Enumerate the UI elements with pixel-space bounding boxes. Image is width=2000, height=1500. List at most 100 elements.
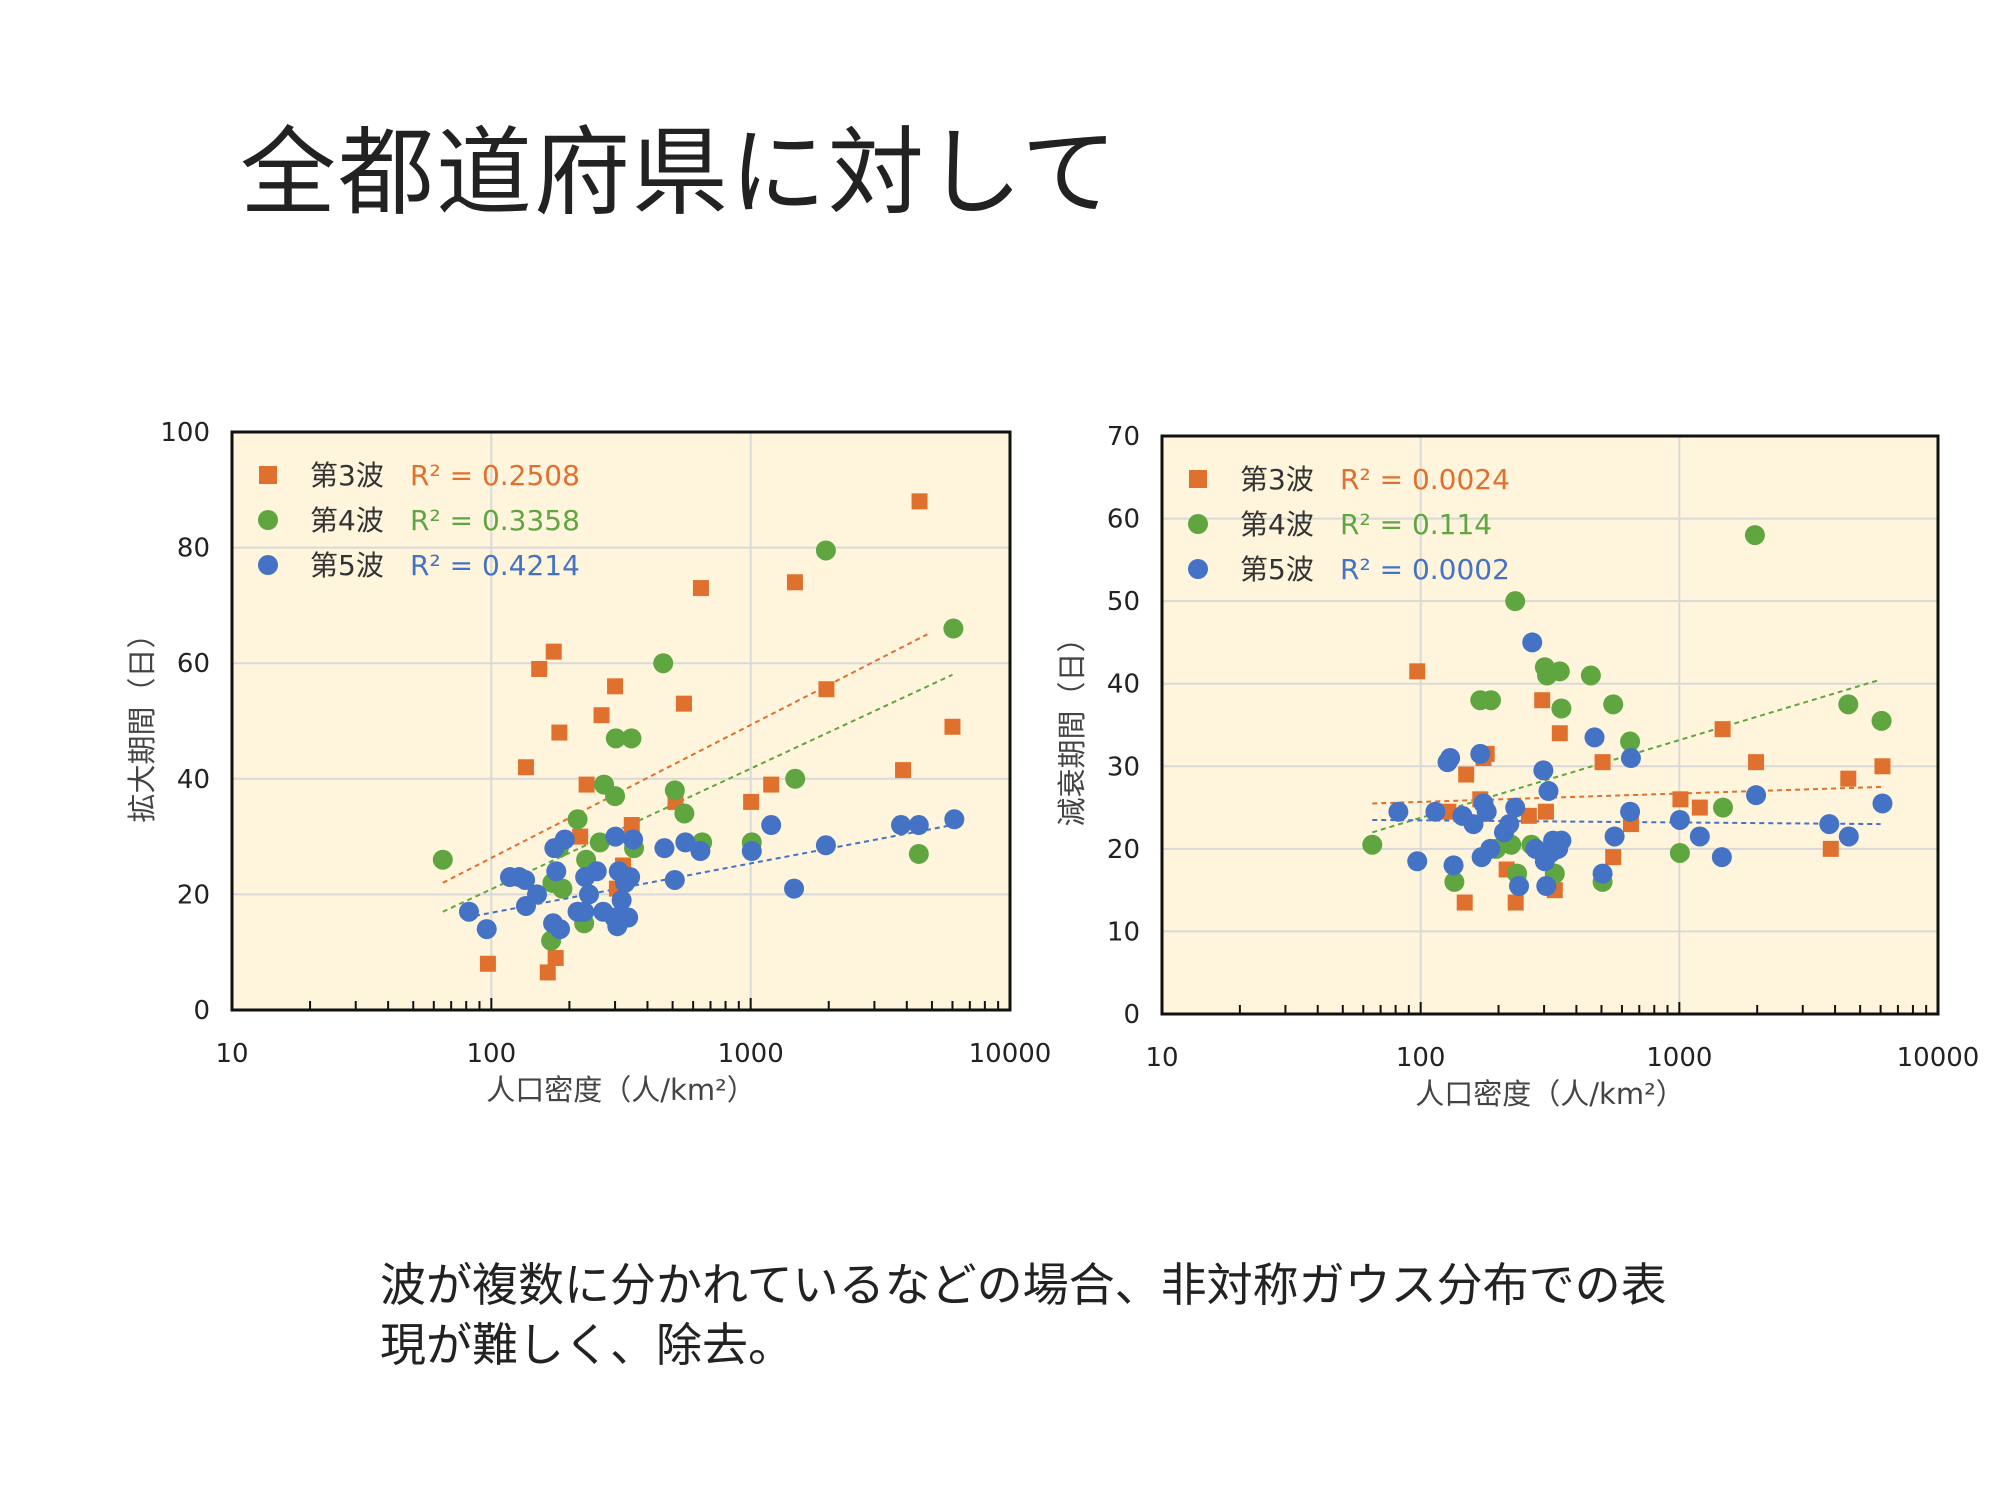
data-point-wave3 bbox=[1537, 803, 1554, 820]
data-point-wave5 bbox=[476, 919, 497, 940]
caption-line-2: 現が難しく、除去。 bbox=[380, 1318, 794, 1372]
data-point-wave5 bbox=[618, 907, 639, 928]
plot-border bbox=[1160, 434, 1940, 1016]
data-point-wave3 bbox=[1691, 799, 1708, 816]
data-point-wave5 bbox=[546, 861, 567, 882]
data-point-wave4 bbox=[605, 786, 626, 807]
y-tick-label: 40 bbox=[177, 765, 210, 795]
x-tick-label: 10000 bbox=[1897, 1043, 1980, 1073]
data-point-wave5 bbox=[690, 841, 711, 862]
data-point-wave4 bbox=[908, 843, 929, 864]
data-point-wave5 bbox=[1536, 876, 1557, 897]
data-point-wave5 bbox=[1425, 801, 1446, 822]
legend-marker-wave3 bbox=[1189, 470, 1207, 488]
data-point-wave5 bbox=[1592, 863, 1613, 884]
data-point-wave5 bbox=[1407, 851, 1428, 872]
data-point-wave3 bbox=[623, 817, 640, 834]
data-point-wave5 bbox=[578, 884, 599, 905]
data-point-wave3 bbox=[547, 949, 564, 966]
legend-marker-wave3 bbox=[259, 466, 277, 484]
data-point-wave4 bbox=[605, 728, 626, 749]
data-point-wave3 bbox=[1534, 692, 1551, 709]
x-tick-label: 1000 bbox=[718, 1039, 784, 1069]
y-tick-label: 40 bbox=[1107, 670, 1140, 700]
legend-r2-wave5: R² = 0.0002 bbox=[1340, 553, 1510, 586]
data-point-wave4 bbox=[1712, 797, 1733, 818]
data-point-wave3 bbox=[1594, 754, 1611, 771]
plot-area bbox=[1162, 436, 1938, 1014]
data-point-wave5 bbox=[623, 829, 644, 850]
trendline-3 bbox=[442, 633, 928, 884]
data-point-wave5 bbox=[1463, 814, 1484, 835]
legend-r2-wave3: R² = 0.2508 bbox=[410, 459, 580, 492]
y-tick-label: 100 bbox=[160, 418, 210, 448]
data-point-wave3 bbox=[1605, 849, 1622, 866]
data-point-wave5 bbox=[1872, 793, 1893, 814]
data-point-wave3 bbox=[1520, 807, 1537, 824]
data-point-wave4 bbox=[1871, 710, 1892, 731]
data-point-wave4 bbox=[674, 803, 695, 824]
data-point-wave5 bbox=[515, 869, 536, 890]
data-point-wave4 bbox=[1444, 871, 1465, 892]
chart-expansion-period: 0 20 40 60 80 100 10 100 1000 10000 人口密度（人/km²） 拡大期… bbox=[120, 410, 1060, 1130]
data-point-wave5 bbox=[1669, 809, 1690, 830]
data-point-wave5 bbox=[1620, 748, 1641, 769]
x-tick-label: 1000 bbox=[1646, 1043, 1712, 1073]
data-point-wave3 bbox=[551, 724, 568, 741]
data-point-wave3 bbox=[1672, 791, 1689, 808]
data-point-wave5 bbox=[1604, 826, 1625, 847]
data-point-wave3 bbox=[1822, 840, 1839, 857]
data-point-wave3 bbox=[743, 793, 760, 810]
data-point-wave3 bbox=[1748, 754, 1765, 771]
y-tick-label: 50 bbox=[1107, 587, 1140, 617]
data-point-wave4 bbox=[589, 832, 610, 853]
data-point-wave5 bbox=[1499, 814, 1520, 835]
data-point-wave4 bbox=[432, 849, 453, 870]
y-axis-label: 拡大期間（日） bbox=[125, 619, 159, 822]
data-point-wave5 bbox=[1689, 826, 1710, 847]
y-tick-label: 30 bbox=[1107, 752, 1140, 782]
data-point-wave5 bbox=[1620, 801, 1641, 822]
data-point-wave4 bbox=[1838, 694, 1859, 715]
legend-label-wave5: 第5波 bbox=[1240, 553, 1314, 586]
data-point-wave5 bbox=[1819, 814, 1840, 835]
data-point-wave5 bbox=[654, 838, 675, 859]
data-point-wave4 bbox=[1620, 731, 1641, 752]
data-point-wave4 bbox=[785, 768, 806, 789]
data-point-wave4 bbox=[1744, 525, 1765, 546]
data-point-wave3 bbox=[1840, 770, 1857, 787]
data-point-wave5 bbox=[761, 815, 782, 836]
legend-r2-wave4: R² = 0.114 bbox=[1340, 508, 1492, 541]
data-point-wave5 bbox=[554, 829, 575, 850]
data-point-wave3 bbox=[692, 580, 709, 597]
data-point-wave5 bbox=[741, 841, 762, 862]
data-point-wave5 bbox=[605, 826, 626, 847]
data-point-wave4 bbox=[1669, 842, 1690, 863]
legend-r2-wave3: R² = 0.0024 bbox=[1340, 463, 1510, 496]
x-axis-label: 人口密度（人/km²） bbox=[1415, 1077, 1684, 1111]
data-point-wave3 bbox=[607, 678, 624, 695]
data-point-wave4 bbox=[1480, 690, 1501, 711]
data-point-wave5 bbox=[1551, 830, 1572, 851]
data-point-wave4 bbox=[567, 809, 588, 830]
data-point-wave3 bbox=[531, 660, 548, 677]
data-point-wave3 bbox=[818, 681, 835, 698]
x-axis-label: 人口密度（人/km²） bbox=[486, 1073, 755, 1107]
data-point-wave5 bbox=[1711, 847, 1732, 868]
data-point-wave4 bbox=[621, 728, 642, 749]
data-point-wave5 bbox=[611, 890, 632, 911]
data-point-wave5 bbox=[1538, 781, 1559, 802]
data-point-wave5 bbox=[1480, 838, 1501, 859]
data-point-wave3 bbox=[572, 828, 589, 845]
data-point-wave4 bbox=[1549, 661, 1570, 682]
slide-caption: 波が複数に分かれているなどの場合、非対称ガウス分布での表 現が難しく、除去。 bbox=[380, 1255, 1860, 1375]
data-point-wave5 bbox=[1584, 727, 1605, 748]
data-point-wave4 bbox=[1580, 665, 1601, 686]
data-point-wave5 bbox=[1505, 797, 1526, 818]
data-point-wave3 bbox=[1507, 894, 1524, 911]
data-point-wave5 bbox=[1470, 743, 1491, 764]
data-point-wave4 bbox=[552, 878, 573, 899]
data-point-wave5 bbox=[675, 832, 696, 853]
data-point-wave5 bbox=[1509, 876, 1530, 897]
y-axis-label: 減衰期間（日） bbox=[1055, 623, 1089, 826]
